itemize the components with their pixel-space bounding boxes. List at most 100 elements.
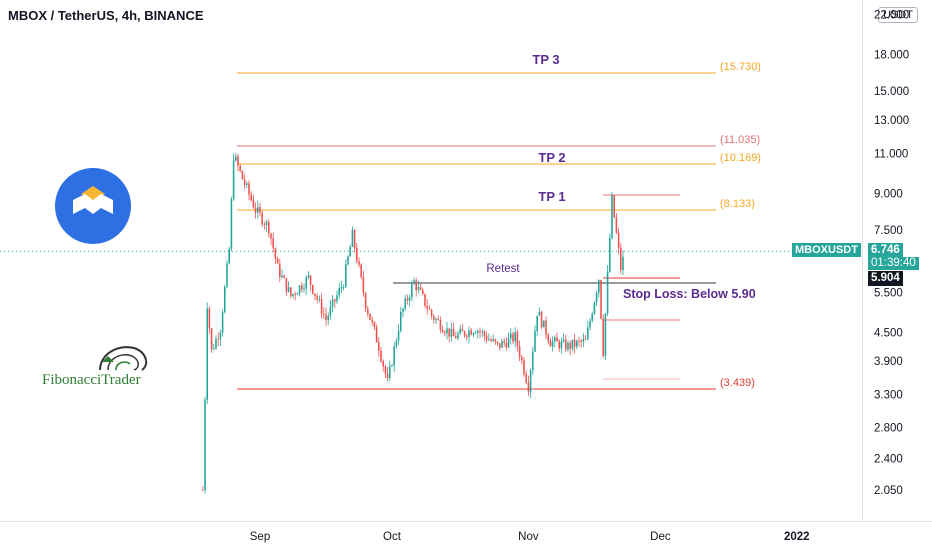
- candle-body: [477, 330, 479, 333]
- candle-body: [265, 221, 268, 225]
- candle-body: [466, 335, 468, 337]
- candle-body: [534, 331, 536, 352]
- tp3-label: TP 3: [532, 52, 559, 67]
- candle-body: [274, 248, 277, 259]
- candle-body: [290, 287, 292, 296]
- candle-body: [609, 238, 611, 272]
- candle-body: [208, 308, 211, 329]
- candle-body: [202, 489, 204, 491]
- candle-body: [437, 318, 439, 320]
- candle-body: [512, 333, 514, 342]
- price-tick-label: 9.000: [874, 189, 903, 201]
- candle-body: [226, 263, 228, 287]
- candle-body: [446, 328, 448, 334]
- candles-group: [202, 153, 624, 494]
- candle-body: [527, 382, 530, 392]
- candle-body: [338, 288, 340, 296]
- candle-body: [602, 318, 604, 356]
- candle-body: [615, 217, 618, 233]
- candle-body: [485, 335, 488, 341]
- candle-body: [215, 338, 217, 349]
- candle-body: [386, 373, 389, 379]
- candle-body: [303, 288, 305, 290]
- price-scale[interactable]: [862, 0, 932, 520]
- price-tick-label: 15.000: [874, 86, 909, 98]
- candle-body: [318, 299, 321, 300]
- candle-body: [543, 320, 545, 328]
- candle-body: [518, 346, 521, 358]
- candle-body: [536, 315, 538, 332]
- candle-body: [591, 314, 593, 321]
- candle-body: [604, 313, 607, 356]
- time-tick-label: Oct: [383, 531, 402, 543]
- candle-body: [276, 258, 279, 264]
- candle-body: [351, 230, 354, 247]
- candle-body: [340, 287, 343, 289]
- candle-body: [369, 313, 371, 320]
- candle-body: [560, 341, 563, 349]
- candle-body: [576, 340, 578, 347]
- candle-body: [510, 333, 512, 339]
- bar-countdown: 01:39:40: [868, 257, 919, 271]
- candle-body: [367, 308, 369, 314]
- candle-body: [224, 286, 226, 313]
- candle-body: [430, 309, 433, 316]
- fibonacci-trader-logo: FibonacciTrader: [42, 340, 154, 392]
- candle-body: [417, 287, 420, 291]
- candle-body: [415, 280, 417, 291]
- time-tick-label: Dec: [650, 531, 671, 543]
- candle-body: [294, 293, 296, 295]
- currency-selector[interactable]: USDT: [878, 7, 918, 23]
- time-tick-label: Sep: [250, 531, 270, 543]
- price-tick-label: 3.900: [874, 356, 903, 368]
- candle-body: [516, 332, 519, 347]
- candle-body: [567, 342, 569, 350]
- candle-body: [598, 280, 600, 293]
- candle-body: [206, 308, 208, 400]
- candle-body: [606, 271, 609, 314]
- candle-body: [257, 207, 259, 213]
- candle-body: [578, 340, 580, 342]
- price-tick-label: 18.000: [874, 50, 909, 62]
- candle-body: [391, 365, 393, 367]
- level-upper-value: (11.035): [720, 134, 760, 146]
- price-tick-label: 5.500: [874, 287, 903, 299]
- candle-body: [329, 306, 332, 316]
- candle-body: [347, 256, 349, 265]
- candle-body: [573, 339, 576, 347]
- candle-body: [298, 285, 301, 294]
- candle-body: [611, 195, 613, 239]
- candle-body: [488, 339, 490, 341]
- candle-body: [279, 263, 281, 278]
- candle-body: [461, 328, 464, 332]
- candle-body: [622, 256, 624, 270]
- candle-body: [243, 179, 246, 185]
- candle-body: [362, 276, 365, 294]
- mbox-logo-icon: [55, 168, 131, 244]
- candle-body: [316, 296, 318, 300]
- candle-body: [408, 297, 411, 301]
- candle-body: [268, 221, 270, 234]
- candle-body: [375, 327, 378, 343]
- candle-body: [422, 289, 424, 294]
- candle-body: [413, 280, 415, 285]
- time-tick-label: Nov: [518, 531, 539, 543]
- candle-body: [595, 292, 598, 303]
- candle-body: [259, 207, 261, 213]
- candle-body: [499, 343, 501, 348]
- candle-body: [545, 320, 547, 335]
- candle-body: [261, 212, 263, 225]
- candle-body: [397, 330, 400, 341]
- candle-body: [373, 321, 376, 328]
- candle-body: [314, 293, 316, 297]
- candle-body: [507, 338, 510, 348]
- candle-body: [600, 280, 602, 319]
- candle-body: [562, 339, 565, 342]
- candle-body: [241, 170, 244, 180]
- candle-body: [468, 330, 470, 337]
- candle-body: [532, 351, 534, 371]
- candle-body: [283, 275, 285, 279]
- candle-body: [371, 319, 373, 322]
- candle-body: [263, 224, 266, 226]
